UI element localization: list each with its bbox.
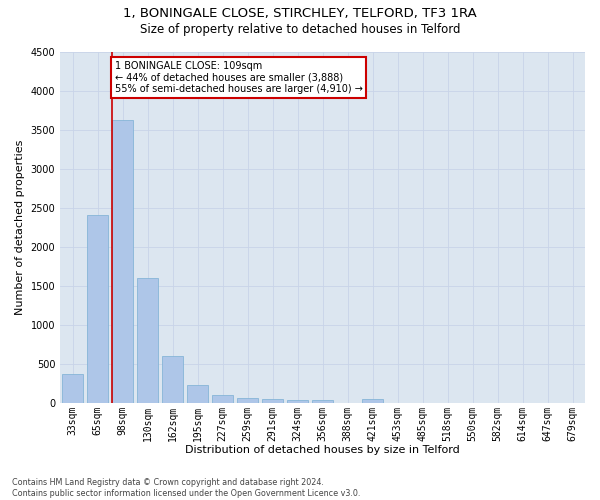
Bar — [287, 400, 308, 403]
Text: Contains HM Land Registry data © Crown copyright and database right 2024.
Contai: Contains HM Land Registry data © Crown c… — [12, 478, 361, 498]
Y-axis label: Number of detached properties: Number of detached properties — [15, 140, 25, 315]
X-axis label: Distribution of detached houses by size in Telford: Distribution of detached houses by size … — [185, 445, 460, 455]
Bar — [112, 120, 133, 403]
Bar — [187, 385, 208, 403]
Bar — [237, 398, 258, 403]
Bar — [312, 400, 333, 403]
Bar — [162, 356, 183, 403]
Text: Size of property relative to detached houses in Telford: Size of property relative to detached ho… — [140, 22, 460, 36]
Text: 1, BONINGALE CLOSE, STIRCHLEY, TELFORD, TF3 1RA: 1, BONINGALE CLOSE, STIRCHLEY, TELFORD, … — [123, 8, 477, 20]
Bar — [62, 374, 83, 403]
Bar — [87, 216, 108, 403]
Bar — [362, 399, 383, 403]
Text: 1 BONINGALE CLOSE: 109sqm
← 44% of detached houses are smaller (3,888)
55% of se: 1 BONINGALE CLOSE: 109sqm ← 44% of detac… — [115, 61, 362, 94]
Bar — [212, 395, 233, 403]
Bar — [262, 398, 283, 403]
Bar — [137, 278, 158, 403]
